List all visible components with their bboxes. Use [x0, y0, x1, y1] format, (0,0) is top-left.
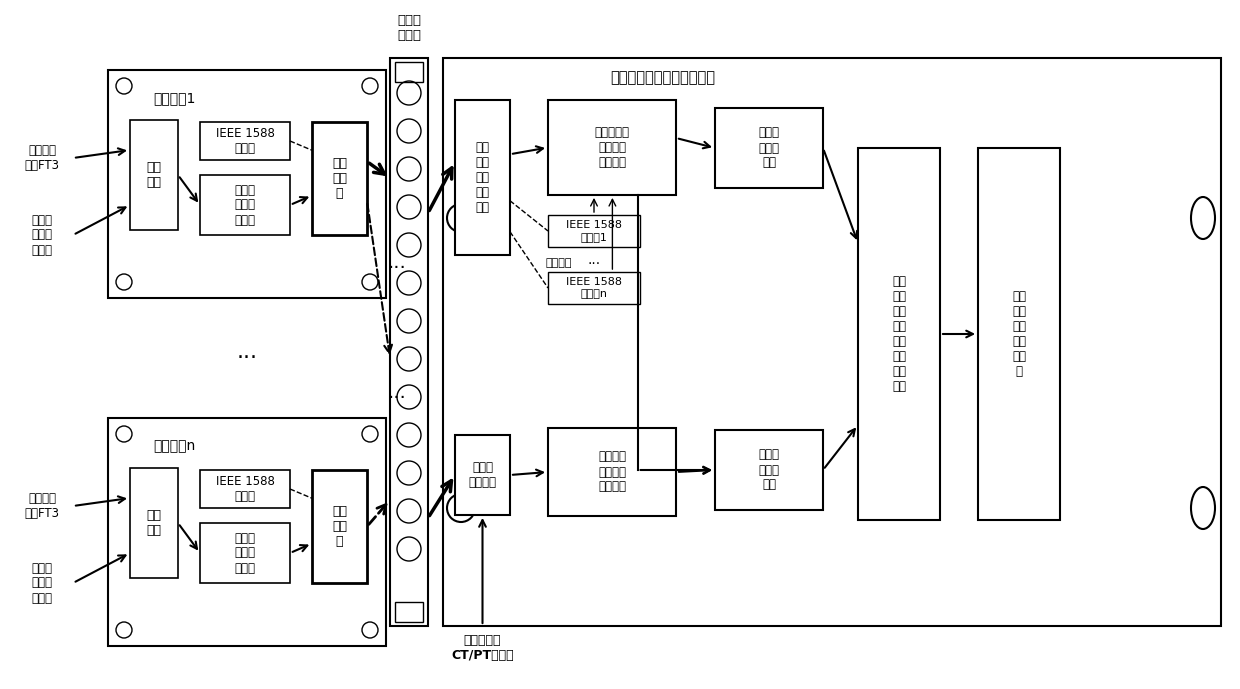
Text: 自适
应以
太网
数据
接口: 自适 应以 太网 数据 接口	[475, 141, 490, 214]
Text: 采样值数据
接收同步
处理模块: 采样值数据 接收同步 处理模块	[594, 126, 630, 169]
Text: 电子
式互
感器
幅值
相位
误差
校验
模块: 电子 式互 感器 幅值 相位 误差 校验 模块	[892, 275, 906, 393]
Bar	[715, 108, 823, 188]
Bar	[200, 470, 290, 508]
Text: 频率跟
踪测量
模块: 频率跟 踪测量 模块	[759, 127, 780, 169]
Bar	[858, 148, 940, 520]
Bar	[200, 175, 290, 235]
Text: IEEE 1588
从时钟1: IEEE 1588 从时钟1	[565, 220, 622, 242]
Bar	[108, 418, 386, 646]
Text: 标准源
数据接口: 标准源 数据接口	[469, 461, 496, 489]
Text: IEEE 1588
主时钟: IEEE 1588 主时钟	[216, 127, 274, 155]
Text: 合并单元n: 合并单元n	[153, 439, 195, 453]
Bar	[548, 272, 640, 304]
Bar	[548, 215, 640, 247]
Text: 多从钟：: 多从钟：	[546, 258, 572, 268]
Text: 数据
显示
及人
机交
互模
块: 数据 显示 及人 机交 互模 块	[1012, 290, 1025, 378]
Bar	[200, 122, 290, 160]
Text: 电子式互
感器FT3: 电子式互 感器FT3	[25, 492, 60, 520]
Text: 以太
网接
口: 以太 网接 口	[332, 157, 347, 200]
Bar	[312, 470, 367, 583]
Text: 以太
网接
口: 以太 网接 口	[332, 505, 347, 548]
Bar	[715, 430, 823, 510]
Bar	[130, 468, 179, 578]
Text: 数据
接口: 数据 接口	[146, 161, 161, 189]
Bar	[443, 58, 1221, 626]
Text: 幅值相
位测量
模块: 幅值相 位测量 模块	[759, 449, 780, 491]
Text: 电子式互感器误差校验系统: 电子式互感器误差校验系统	[610, 70, 715, 85]
Bar	[455, 100, 510, 255]
Bar	[548, 428, 676, 516]
Text: 电子式互
感器FT3: 电子式互 感器FT3	[25, 144, 60, 172]
Text: ...: ...	[588, 252, 600, 267]
Bar	[200, 523, 290, 583]
Bar	[391, 58, 428, 626]
Text: 标准互感器
CT/PT模拟量: 标准互感器 CT/PT模拟量	[451, 634, 513, 662]
Bar	[978, 148, 1060, 520]
Text: 高精度标
准源数据
处理模块: 高精度标 准源数据 处理模块	[598, 451, 626, 493]
Bar	[130, 120, 179, 230]
Text: ···: ···	[388, 258, 407, 278]
Text: IEEE 1588
从时钟n: IEEE 1588 从时钟n	[565, 277, 622, 299]
Text: ···: ···	[388, 389, 407, 407]
Text: 过程层
交换机: 过程层 交换机	[397, 14, 422, 42]
Text: 数据
接口: 数据 接口	[146, 509, 161, 537]
Text: 电子式
互感器
模拟量: 电子式 互感器 模拟量	[31, 562, 52, 604]
Text: IEEE 1588
主时钟: IEEE 1588 主时钟	[216, 475, 274, 503]
Bar	[396, 602, 423, 622]
Bar	[455, 435, 510, 515]
Bar	[396, 62, 423, 82]
Text: ···: ···	[237, 348, 258, 368]
Bar	[108, 70, 386, 298]
Text: 合并单元1: 合并单元1	[153, 91, 195, 105]
Text: 采样值
报文同
步发送: 采样值 报文同 步发送	[234, 531, 255, 575]
Bar	[548, 100, 676, 195]
Text: 电子式
互感器
模拟量: 电子式 互感器 模拟量	[31, 214, 52, 256]
Bar	[312, 122, 367, 235]
Text: 采样值
报文同
步发送: 采样值 报文同 步发送	[234, 183, 255, 227]
